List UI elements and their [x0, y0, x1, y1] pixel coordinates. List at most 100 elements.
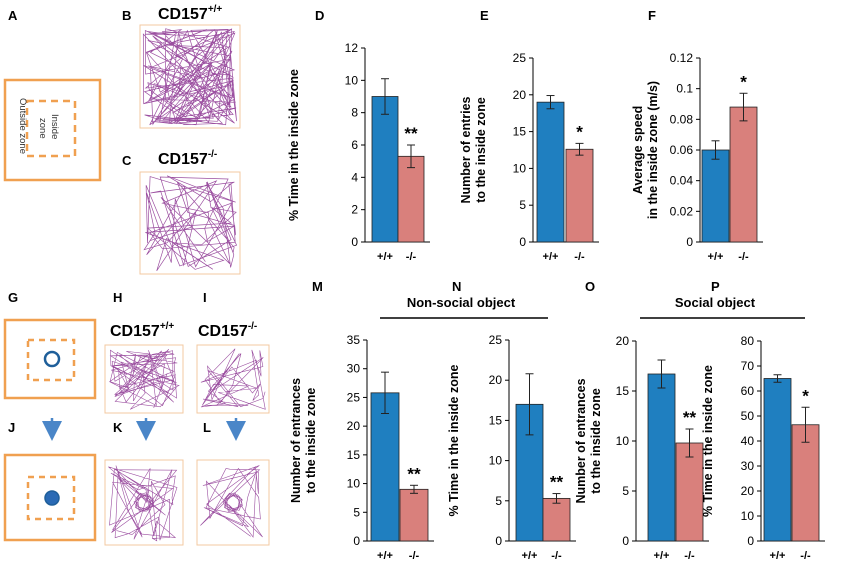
- x-category-label: +/+: [377, 550, 393, 562]
- x-category-label: -/-: [551, 550, 562, 562]
- panel-letter-h: H: [113, 290, 122, 305]
- inside-zone-label-1: Inside: [49, 114, 60, 139]
- bar-ko: [397, 155, 425, 243]
- y-tick-label: 25: [347, 390, 361, 404]
- y-tick-label: 80: [741, 334, 755, 348]
- y-tick-label: 2: [351, 203, 358, 217]
- group-label-nonsocial: Non-social object: [407, 295, 516, 310]
- y-tick-label: 12: [345, 41, 359, 55]
- panel-letter-e: E: [480, 8, 489, 23]
- y-tick-label: 8: [351, 106, 358, 120]
- schematic-j: [3, 453, 97, 542]
- y-axis-label: % Time in the inside zone: [701, 365, 715, 517]
- y-tick-label: 0.1: [676, 82, 693, 96]
- nonsocial-object-circle: [43, 350, 61, 368]
- y-tick-label: 20: [741, 484, 755, 498]
- y-axis-label: % Time in the inside zone: [447, 365, 461, 517]
- x-category-label: +/+: [708, 251, 724, 263]
- track-arena-i: [196, 344, 270, 414]
- significance-marker: **: [550, 473, 564, 492]
- y-tick-label: 35: [347, 333, 361, 347]
- track-path-c: [143, 175, 238, 271]
- x-category-label: +/+: [522, 550, 538, 562]
- y-tick-label: 0: [519, 235, 526, 249]
- bar-wt: [763, 378, 792, 542]
- y-tick-label: 5: [353, 505, 360, 519]
- panel-letter-i: I: [203, 290, 207, 305]
- x-category-label: -/-: [409, 550, 420, 562]
- y-tick-label: 10: [347, 477, 361, 491]
- track-image-i: [196, 344, 270, 414]
- y-tick-label: 6: [351, 138, 358, 152]
- panel-letter-j: J: [8, 420, 15, 435]
- y-axis-label: Number of entries: [459, 96, 473, 203]
- inside-square-g: [26, 338, 76, 382]
- track-path-i: [200, 348, 266, 410]
- y-axis-label: % Time in the inside zone: [287, 69, 301, 221]
- panel-letter-c: C: [122, 153, 132, 168]
- y-tick-label: 25: [513, 51, 527, 65]
- y-axis-label: in the inside zone (m/s): [646, 81, 660, 219]
- y-tick-label: 0: [747, 534, 754, 548]
- significance-marker: **: [683, 408, 697, 427]
- chart-e: 0 5 10 15 20 25 +/+ -/- * Number of entries to the…: [459, 51, 599, 263]
- y-tick-label: 30: [347, 362, 361, 376]
- bar-ko: [399, 488, 429, 542]
- panel-letter-d: D: [315, 8, 324, 23]
- panel-letter-m: M: [312, 279, 323, 294]
- bar-ko: [791, 424, 820, 542]
- y-tick-label: 15: [489, 413, 503, 427]
- panel-letter-l: L: [203, 420, 211, 435]
- outside-zone-label: Outside zone: [17, 98, 28, 154]
- significance-marker: *: [740, 72, 747, 91]
- y-tick-label: 0: [351, 235, 358, 249]
- x-category-label: +/+: [543, 251, 559, 263]
- y-tick-label: 0.02: [670, 204, 694, 218]
- x-category-label: +/+: [377, 251, 393, 263]
- x-category-label: +/+: [770, 550, 786, 562]
- y-axis-label: to the inside zone: [304, 388, 318, 494]
- bar-ko: [729, 106, 758, 243]
- significance-marker: **: [404, 124, 418, 143]
- bar-wt: [370, 392, 400, 542]
- track-image-h: [104, 344, 184, 414]
- title-wt-h: CD157+/+: [110, 321, 174, 340]
- panel-letter-g: G: [8, 290, 18, 305]
- y-tick-label: 5: [519, 198, 526, 212]
- track-path-k: [108, 465, 178, 542]
- social-object-circle: [44, 490, 60, 506]
- y-tick-label: 25: [489, 333, 503, 347]
- significance-marker: **: [407, 464, 421, 483]
- x-category-label: -/-: [684, 550, 695, 562]
- outer-arena-square: [3, 78, 102, 182]
- x-category-label: -/-: [738, 251, 749, 263]
- y-tick-label: 10: [489, 454, 503, 468]
- track-path-b: [142, 28, 237, 126]
- inside-square-j: [26, 475, 76, 521]
- y-tick-label: 20: [347, 419, 361, 433]
- track-path-l: [200, 465, 263, 538]
- y-tick-label: 20: [513, 88, 527, 102]
- y-tick-label: 5: [495, 494, 502, 508]
- bar-ko: [675, 442, 704, 542]
- x-category-label: -/-: [800, 550, 811, 562]
- track-path-h: [109, 348, 180, 410]
- y-axis-label: Number of entrances: [289, 378, 303, 503]
- panel-letter-a: A: [8, 8, 18, 23]
- y-tick-label: 40: [741, 434, 755, 448]
- y-tick-label: 20: [489, 373, 503, 387]
- y-tick-label: 0: [686, 235, 693, 249]
- y-tick-label: 30: [741, 459, 755, 473]
- chart-p: 0 10 20 30 40 50 60 70 80 +/+ -/- * % Time in the in…: [701, 334, 825, 562]
- inside-zone-square: [25, 99, 77, 158]
- y-tick-label: 10: [345, 73, 359, 87]
- y-tick-label: 15: [513, 125, 527, 139]
- chart-f: 0 0.02 0.04 0.06 0.08 0.1 0.12 +/+ -/- * Average s…: [631, 51, 763, 263]
- group-label-social: Social object: [675, 295, 756, 310]
- y-axis-label: Average speed: [631, 106, 645, 194]
- y-tick-label: 60: [741, 384, 755, 398]
- y-tick-label: 5: [622, 484, 629, 498]
- bar-ko: [565, 148, 594, 243]
- track-image-b: [139, 24, 241, 129]
